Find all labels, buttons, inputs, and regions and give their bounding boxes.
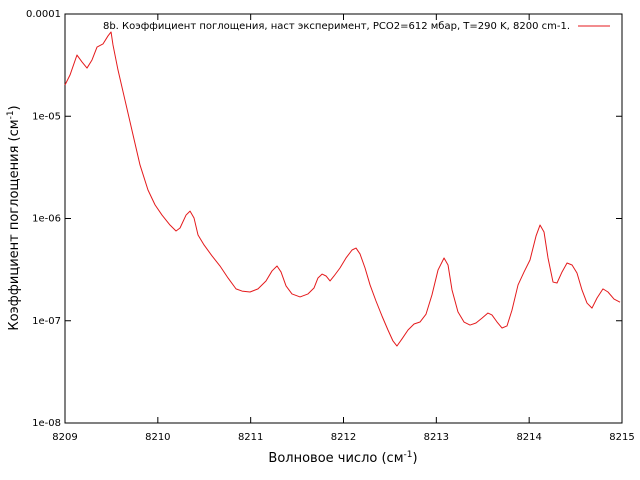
y-axis-label: Коэффициент поглощения (см-1) [6,105,22,330]
y-tick-label: 1e-08 [32,418,61,429]
legend-label: 8b. Коэффициент поглощения, наст экспери… [103,21,570,32]
plot-frame [64,13,623,424]
y-label-text: Коэффициент поглощения (см [7,119,22,330]
y-label-tail: ) [7,105,22,110]
y-label-sup: -1 [6,110,16,119]
y-tick-label: 0.0001 [26,9,61,20]
x-label-tail: ) [412,451,417,466]
x-axis-label: Волновое число (см-1) [268,450,417,466]
x-tick-label: 8211 [238,432,263,443]
y-tick-label: 1e-05 [32,111,61,122]
x-tick-label: 8213 [424,432,449,443]
x-label-text: Волновое число (см [268,451,403,466]
y-tick-label: 1e-06 [32,214,61,225]
x-label-sup: -1 [404,450,413,460]
x-tick-label: 8212 [331,432,356,443]
x-tick-label: 8210 [145,432,170,443]
x-tick-label: 8214 [516,432,541,443]
x-tick-label: 8215 [609,432,634,443]
data-line [64,31,621,347]
y-tick-label: 1e-07 [32,316,61,327]
x-tick-label: 8209 [52,432,77,443]
